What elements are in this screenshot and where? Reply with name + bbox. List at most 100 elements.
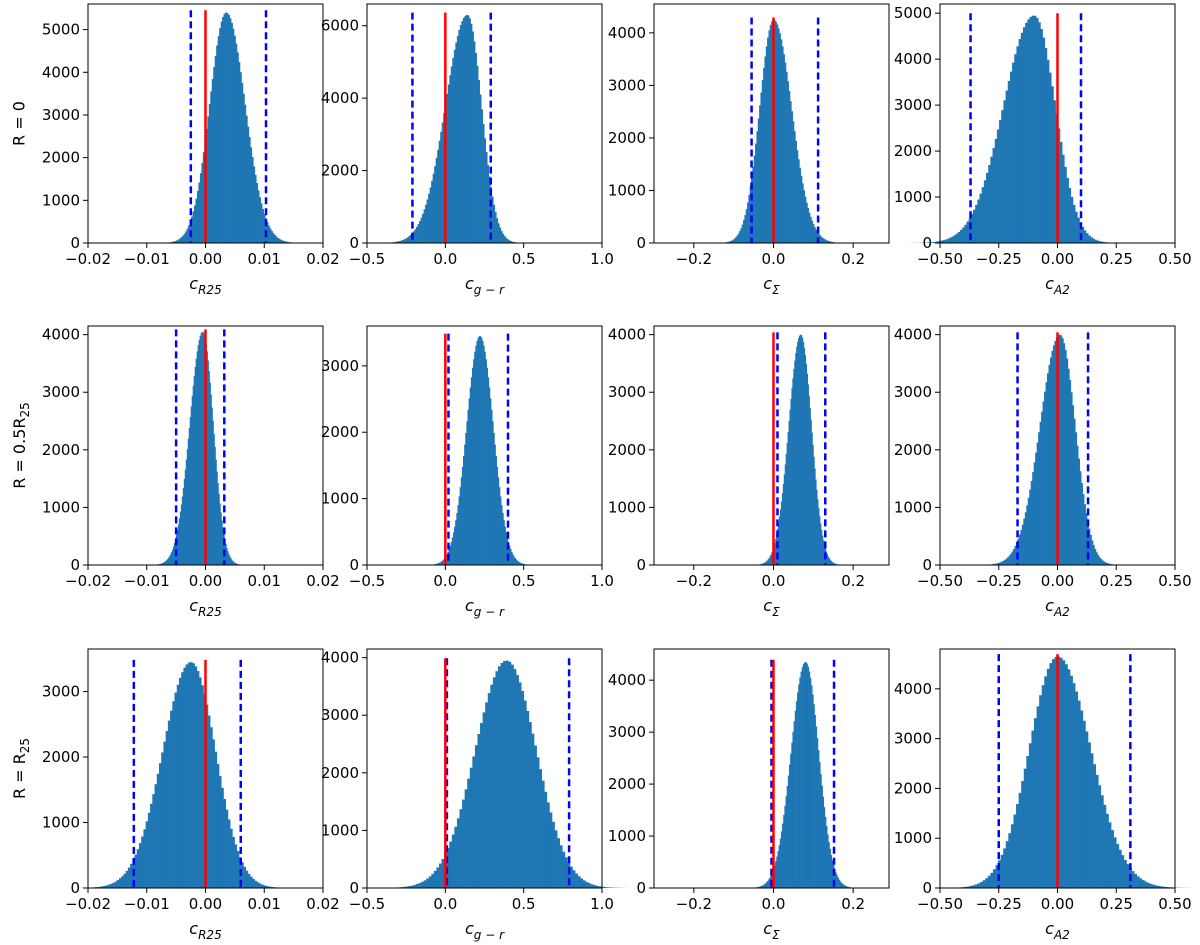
- histogram-bar: [1047, 373, 1049, 565]
- histogram-bar: [955, 233, 959, 243]
- histogram-bar: [810, 420, 812, 565]
- histogram-bar: [200, 333, 202, 565]
- histogram-bar: [210, 91, 213, 243]
- histogram-bar: [1096, 240, 1100, 243]
- histogram-bar: [823, 238, 826, 243]
- histogram-bar: [732, 239, 735, 243]
- histogram-bar: [1010, 824, 1014, 888]
- histogram-bar: [225, 809, 229, 888]
- histogram-bar: [799, 335, 801, 565]
- histogram-bar: [485, 359, 487, 565]
- histogram-bar: [964, 886, 968, 888]
- histogram-bar: [423, 209, 426, 243]
- histogram-bar: [797, 692, 799, 888]
- histogram-bar: [844, 885, 846, 888]
- y-tick-label: 3000: [894, 730, 932, 748]
- histogram-bar: [834, 563, 836, 565]
- histogram-bar: [409, 234, 412, 243]
- histogram-bar: [783, 474, 786, 565]
- histogram-bar: [825, 826, 828, 888]
- histogram-bar: [166, 560, 168, 565]
- histogram-bar: [736, 235, 739, 243]
- x-axis-label-main: c: [1045, 919, 1054, 938]
- histogram-bar: [394, 241, 397, 243]
- x-tick-label: 0.25: [1100, 895, 1133, 913]
- histogram-bar: [1051, 86, 1054, 243]
- histogram-bar: [940, 240, 944, 243]
- histogram-bar: [1081, 483, 1083, 565]
- histogram-bar: [1141, 880, 1145, 888]
- histogram-bar: [824, 239, 827, 243]
- histogram-bar: [761, 563, 764, 565]
- histogram-bar: [740, 228, 743, 243]
- histogram-bar: [405, 886, 409, 888]
- histogram-bar: [180, 504, 183, 565]
- histogram-bar: [1018, 792, 1022, 888]
- histogram-bar: [539, 769, 543, 888]
- histogram-bar: [1030, 481, 1033, 565]
- histogram-bar: [262, 208, 264, 243]
- histogram-bar: [220, 21, 223, 243]
- histogram-bar: [138, 843, 142, 888]
- histogram-bar: [1098, 785, 1102, 888]
- histogram-bar: [964, 224, 967, 243]
- histogram-bar: [1076, 445, 1079, 565]
- histogram-bar: [1108, 822, 1112, 888]
- y-tick-label: 1000: [608, 827, 646, 845]
- histogram-bar: [221, 520, 223, 565]
- histogram-bar: [1008, 555, 1011, 565]
- histogram-bar: [143, 829, 147, 888]
- histogram-bar: [784, 464, 787, 565]
- histogram-bar: [726, 241, 729, 243]
- histogram-bar: [1149, 883, 1153, 888]
- histogram-bar: [1072, 683, 1076, 888]
- x-tick-label: 0.00: [1041, 895, 1074, 913]
- x-tick-label: 1.0: [590, 572, 614, 590]
- x-axis-label: cA2: [1045, 919, 1070, 942]
- histogram-bar: [771, 552, 773, 565]
- histogram-bar: [1101, 241, 1104, 243]
- panel-r2-c2: −0.2 0.0 0.2 0 1000 2000 3000 4000 cΣ: [608, 648, 890, 942]
- histogram-bar: [549, 812, 553, 888]
- histogram-bar: [1014, 54, 1017, 243]
- histogram-bar: [219, 503, 221, 565]
- histogram-bar: [813, 227, 816, 243]
- histogram-bar: [234, 844, 238, 888]
- histogram-bar: [551, 821, 555, 888]
- histogram-bar: [150, 803, 153, 888]
- histogram-bar: [770, 554, 772, 565]
- histogram-bar: [270, 230, 273, 243]
- histogram-bar: [1090, 753, 1094, 888]
- y-tick-label: 1000: [608, 498, 646, 516]
- histogram-bar: [167, 720, 171, 888]
- y-tick-label: 4000: [894, 326, 932, 344]
- histogram-bar: [440, 131, 443, 243]
- histogram-bar: [235, 43, 238, 243]
- histogram-bar: [763, 67, 765, 243]
- histogram-bar: [1024, 512, 1027, 565]
- y-tick-label: 3000: [42, 106, 80, 124]
- histogram-bar: [929, 242, 933, 243]
- histogram-bar: [506, 537, 509, 565]
- x-tick-label: 0.00: [189, 250, 222, 268]
- histogram-bar: [1026, 756, 1030, 888]
- histogram-bar: [1066, 177, 1069, 243]
- histogram-bar: [456, 512, 458, 565]
- histogram-bar: [459, 809, 463, 888]
- histogram-bar: [755, 143, 757, 243]
- histogram-bar: [196, 671, 200, 888]
- x-tick-label: 0.5: [512, 250, 536, 268]
- histogram-bar: [1005, 558, 1008, 565]
- x-tick-label: 0.5: [512, 572, 536, 590]
- histogram-bar: [990, 872, 994, 888]
- histogram-bar: [198, 339, 201, 565]
- histogram-bar: [780, 501, 783, 565]
- histogram-bar: [999, 119, 1002, 243]
- histogram-bar: [508, 240, 511, 243]
- histogram-bar: [807, 666, 810, 888]
- histogram-bar: [798, 684, 800, 888]
- histogram-bar: [211, 79, 214, 244]
- histogram-bar: [488, 176, 491, 243]
- histogram-bar: [184, 469, 187, 565]
- histogram-bar: [828, 241, 831, 243]
